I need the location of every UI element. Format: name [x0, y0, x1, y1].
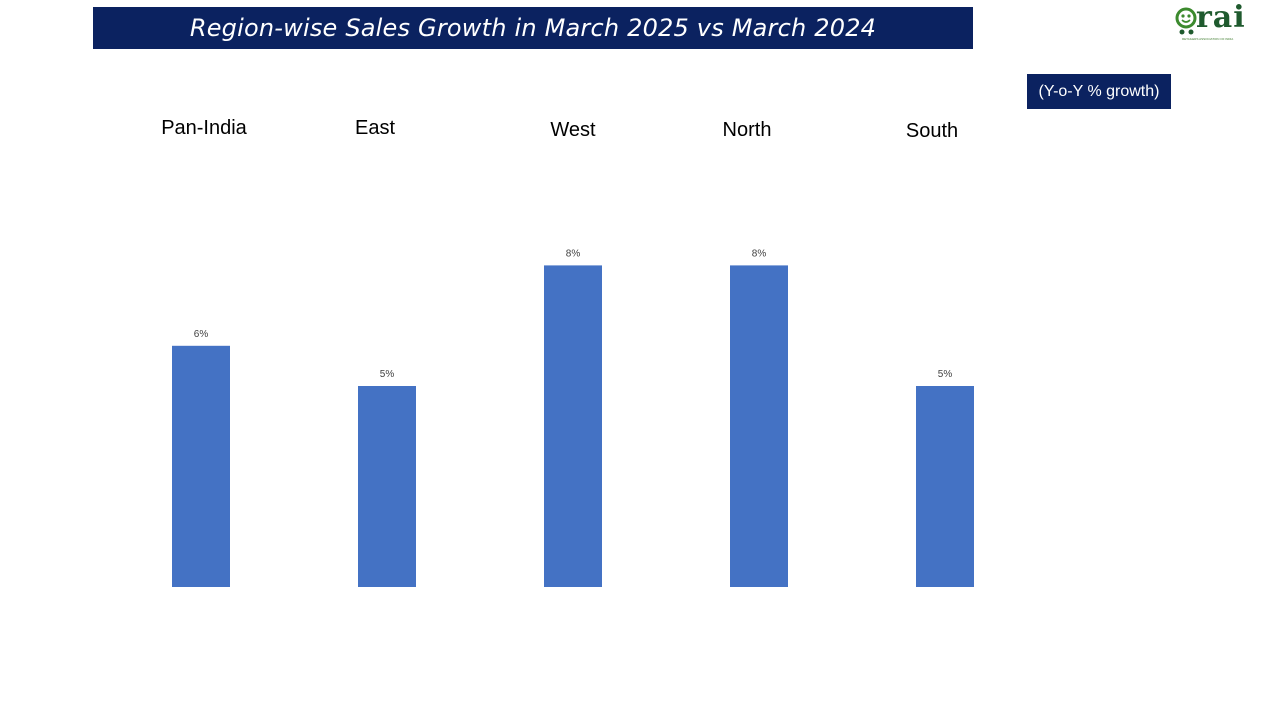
data-label-east: 5% [380, 369, 395, 380]
category-label-west: West [550, 119, 596, 141]
category-label-east: East [355, 117, 395, 139]
bar-pan-india [172, 345, 230, 587]
shopping-cart-icon [1175, 7, 1197, 35]
unit-note-box: (Y-o-Y % growth) [1027, 74, 1171, 109]
logo-text: rai [1196, 0, 1246, 35]
chart-title: Region-wise Sales Growth in March 2025 v… [189, 14, 877, 42]
bar-west [544, 265, 602, 587]
data-label-west: 8% [566, 248, 581, 259]
rai-logo: rai RETAILERS ASSOCIATION OF INDIA [1174, 0, 1256, 44]
logo-tagline: RETAILERS ASSOCIATION OF INDIA [1182, 37, 1234, 41]
category-label-north: North [723, 119, 772, 141]
data-label-pan-india: 6% [194, 329, 209, 340]
bar-south [916, 386, 974, 587]
category-label-south: South [906, 120, 958, 142]
unit-note: (Y-o-Y % growth) [1038, 82, 1160, 100]
bar-east [358, 386, 416, 587]
data-label-south: 5% [938, 369, 953, 380]
data-label-north: 8% [752, 248, 767, 259]
category-label-pan-india: Pan-India [161, 117, 247, 139]
chart-title-banner: Region-wise Sales Growth in March 2025 v… [93, 7, 973, 49]
bar-north [730, 265, 788, 587]
